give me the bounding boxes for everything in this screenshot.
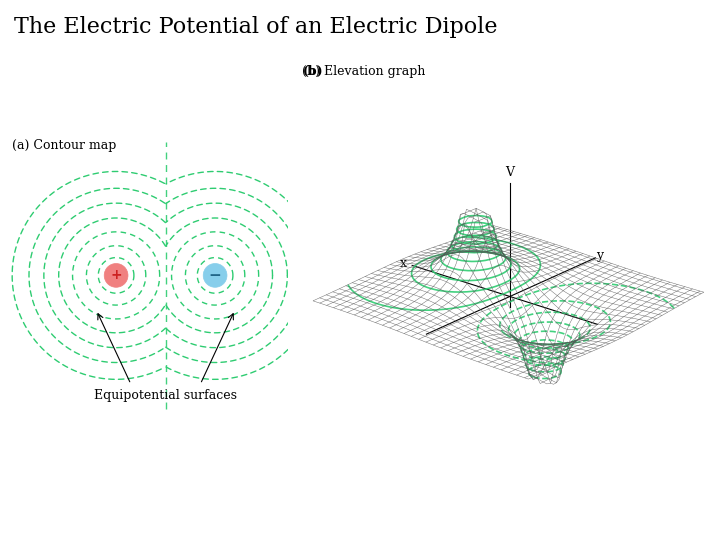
Circle shape xyxy=(104,264,128,287)
Text: −: − xyxy=(209,268,222,283)
Text: The Electric Potential of an Electric Dipole: The Electric Potential of an Electric Di… xyxy=(14,16,498,38)
Circle shape xyxy=(203,264,227,287)
Text: (b) Elevation graph: (b) Elevation graph xyxy=(302,65,426,78)
Text: (a) Contour map: (a) Contour map xyxy=(12,139,117,152)
Text: Equipotential surfaces: Equipotential surfaces xyxy=(94,389,237,402)
Text: +: + xyxy=(110,268,122,282)
Text: (b): (b) xyxy=(302,65,323,78)
